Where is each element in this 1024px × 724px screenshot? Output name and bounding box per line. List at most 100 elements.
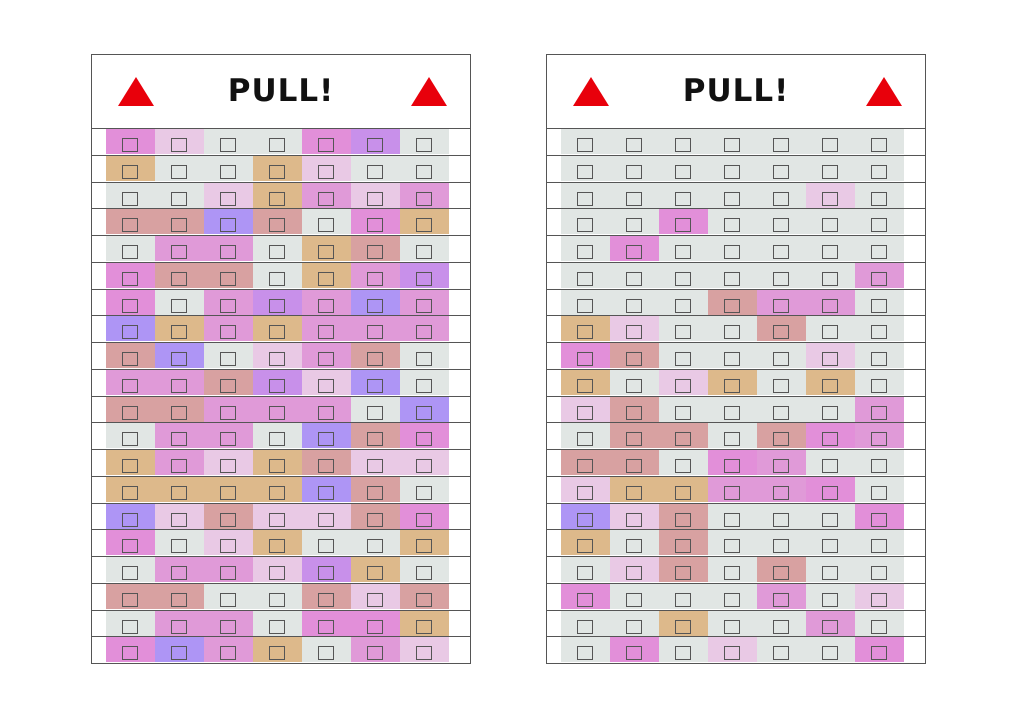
checkbox-square[interactable] xyxy=(220,271,236,286)
pull-tab[interactable] xyxy=(253,503,302,529)
checkbox-square[interactable] xyxy=(171,191,187,206)
checkbox-square[interactable] xyxy=(577,459,593,473)
pull-tab[interactable] xyxy=(302,476,351,502)
checkbox-square[interactable] xyxy=(122,191,138,206)
pull-tab[interactable] xyxy=(610,557,659,582)
checkbox-square[interactable] xyxy=(367,271,383,286)
pull-tab[interactable] xyxy=(351,423,400,449)
checkbox-square[interactable] xyxy=(122,378,138,393)
checkbox-square[interactable] xyxy=(367,405,383,420)
pull-tab[interactable] xyxy=(302,262,351,288)
checkbox-square[interactable] xyxy=(577,138,593,152)
pull-tab[interactable] xyxy=(855,476,904,502)
pull-tab[interactable] xyxy=(302,182,351,208)
checkbox-square[interactable] xyxy=(318,539,334,554)
checkbox-square[interactable] xyxy=(822,539,838,554)
checkbox-square[interactable] xyxy=(416,485,432,500)
pull-tab[interactable] xyxy=(155,182,204,208)
pull-tab[interactable] xyxy=(351,530,400,556)
pull-tab[interactable] xyxy=(855,637,904,663)
checkbox-square[interactable] xyxy=(122,592,138,607)
pull-tab[interactable] xyxy=(708,316,757,342)
checkbox-square[interactable] xyxy=(871,405,887,420)
pull-tab[interactable] xyxy=(302,129,351,154)
pull-tab[interactable] xyxy=(155,503,204,529)
pull-tab[interactable] xyxy=(806,610,855,636)
checkbox-square[interactable] xyxy=(318,485,334,500)
pull-tab[interactable] xyxy=(302,583,351,609)
checkbox-square[interactable] xyxy=(416,405,432,420)
checkbox-square[interactable] xyxy=(675,459,691,473)
checkbox-square[interactable] xyxy=(220,164,236,179)
pull-tab[interactable] xyxy=(351,583,400,609)
pull-tab[interactable] xyxy=(155,155,204,181)
pull-tab[interactable] xyxy=(351,316,400,342)
checkbox-square[interactable] xyxy=(871,459,887,473)
checkbox-square[interactable] xyxy=(822,245,838,259)
checkbox-square[interactable] xyxy=(626,646,642,661)
pull-tab[interactable] xyxy=(400,262,449,288)
pull-tab[interactable] xyxy=(106,450,155,475)
checkbox-square[interactable] xyxy=(724,459,740,473)
pull-tab[interactable] xyxy=(806,289,855,315)
checkbox-square[interactable] xyxy=(871,432,887,447)
checkbox-square[interactable] xyxy=(416,512,432,527)
pull-tab[interactable] xyxy=(351,450,400,475)
pull-tab[interactable] xyxy=(351,637,400,663)
checkbox-square[interactable] xyxy=(171,512,187,527)
pull-tab[interactable] xyxy=(610,450,659,475)
checkbox-square[interactable] xyxy=(171,352,187,366)
pull-tab[interactable] xyxy=(659,476,708,502)
pull-tab[interactable] xyxy=(806,423,855,449)
pull-tab[interactable] xyxy=(610,583,659,609)
pull-tab[interactable] xyxy=(806,236,855,261)
checkbox-square[interactable] xyxy=(724,432,740,447)
checkbox-square[interactable] xyxy=(269,432,285,447)
pull-tab[interactable] xyxy=(561,583,610,609)
pull-tab[interactable] xyxy=(302,450,351,475)
checkbox-square[interactable] xyxy=(626,566,642,580)
checkbox-square[interactable] xyxy=(122,432,138,447)
pull-tab[interactable] xyxy=(708,583,757,609)
pull-tab[interactable] xyxy=(106,583,155,609)
checkbox-square[interactable] xyxy=(367,432,383,447)
checkbox-square[interactable] xyxy=(318,191,334,206)
pull-tab[interactable] xyxy=(757,637,806,663)
checkbox-square[interactable] xyxy=(626,405,642,420)
checkbox-square[interactable] xyxy=(269,298,285,313)
pull-tab[interactable] xyxy=(155,343,204,368)
pull-tab[interactable] xyxy=(855,396,904,422)
pull-tab[interactable] xyxy=(400,583,449,609)
pull-tab[interactable] xyxy=(757,530,806,556)
checkbox-square[interactable] xyxy=(626,271,642,286)
pull-tab[interactable] xyxy=(561,262,610,288)
pull-tab[interactable] xyxy=(855,129,904,154)
pull-tab[interactable] xyxy=(253,236,302,261)
pull-tab[interactable] xyxy=(155,450,204,475)
pull-tab[interactable] xyxy=(855,530,904,556)
checkbox-square[interactable] xyxy=(122,646,138,661)
pull-tab[interactable] xyxy=(757,129,806,154)
pull-tab[interactable] xyxy=(204,209,253,235)
checkbox-square[interactable] xyxy=(269,164,285,179)
checkbox-square[interactable] xyxy=(822,512,838,527)
checkbox-square[interactable] xyxy=(577,191,593,206)
pull-tab[interactable] xyxy=(708,182,757,208)
checkbox-square[interactable] xyxy=(318,459,334,473)
checkbox-square[interactable] xyxy=(675,164,691,179)
pull-tab[interactable] xyxy=(106,209,155,235)
checkbox-square[interactable] xyxy=(269,138,285,152)
checkbox-square[interactable] xyxy=(822,352,838,366)
pull-tab[interactable] xyxy=(351,369,400,395)
pull-tab[interactable] xyxy=(708,236,757,261)
checkbox-square[interactable] xyxy=(626,325,642,340)
pull-tab[interactable] xyxy=(204,396,253,422)
pull-tab[interactable] xyxy=(253,583,302,609)
checkbox-square[interactable] xyxy=(675,485,691,500)
pull-tab[interactable] xyxy=(302,557,351,582)
checkbox-square[interactable] xyxy=(269,592,285,607)
pull-tab[interactable] xyxy=(659,343,708,368)
pull-tab[interactable] xyxy=(806,530,855,556)
checkbox-square[interactable] xyxy=(822,619,838,634)
pull-tab[interactable] xyxy=(610,289,659,315)
